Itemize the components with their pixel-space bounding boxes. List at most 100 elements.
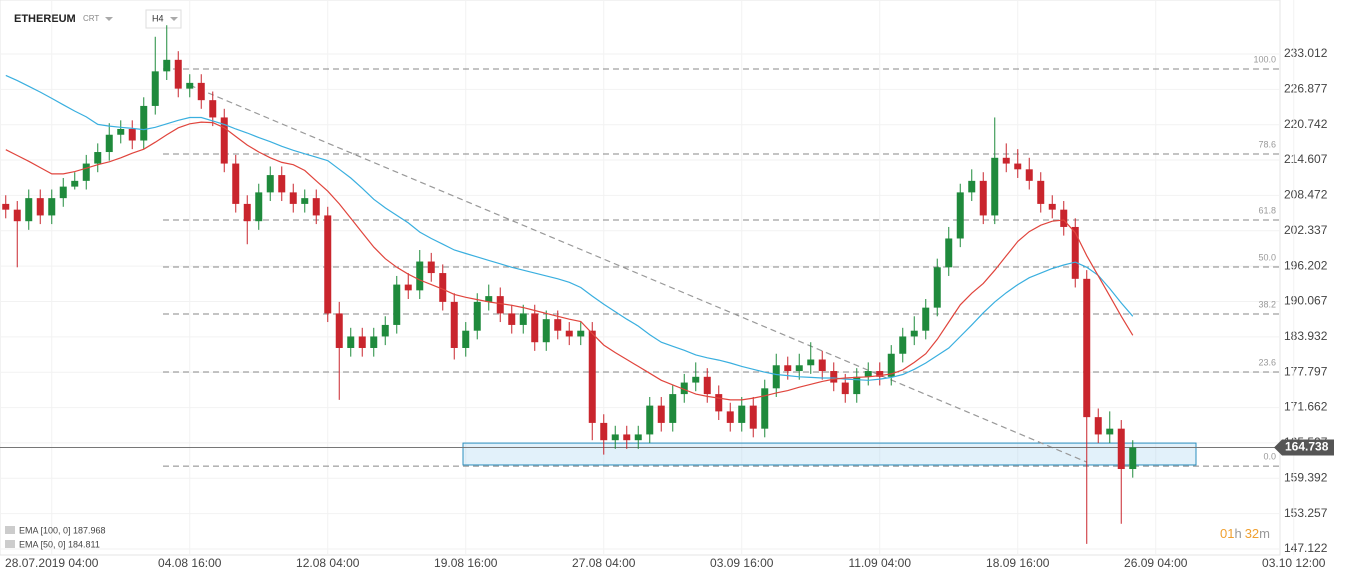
x-tick-label: 19.08 16:00	[434, 556, 498, 570]
y-tick-label: 171.662	[1284, 400, 1328, 414]
candle-body	[864, 371, 872, 377]
candle-body	[853, 376, 861, 395]
y-tick-label: 183.932	[1284, 329, 1328, 343]
x-tick-label: 26.09 04:00	[1124, 556, 1188, 570]
candle-body	[1014, 163, 1022, 170]
candle-body	[876, 371, 884, 377]
candle-body	[25, 198, 33, 222]
candle-body	[508, 313, 516, 325]
candle-body	[473, 301, 481, 331]
candle-body	[565, 330, 573, 337]
candle-body	[841, 382, 849, 395]
support-zone	[462, 442, 1197, 466]
candle-body	[692, 376, 700, 383]
candle-body	[577, 330, 585, 337]
candle-body	[404, 284, 412, 291]
candle-body	[255, 192, 263, 222]
plot-area	[0, 0, 1281, 556]
candle-body	[795, 365, 803, 372]
candle-body	[243, 203, 251, 222]
interval[interactable]: H4	[152, 13, 164, 23]
x-tick-label: 04.08 16:00	[158, 556, 222, 570]
candle-body	[818, 359, 826, 372]
x-tick-label: 27.08 04:00	[572, 556, 636, 570]
candle-body	[1002, 157, 1010, 164]
candle-body	[174, 59, 182, 89]
legend-icon[interactable]	[5, 540, 15, 548]
x-tick-label: 11.09 04:00	[848, 556, 911, 570]
candle-body	[48, 198, 56, 216]
symbol-sub[interactable]: CRT	[83, 14, 99, 23]
candle-body	[588, 330, 596, 423]
interval-box[interactable]	[145, 9, 182, 29]
timer: 01h 32m	[1220, 526, 1270, 541]
candle-body	[347, 336, 355, 348]
candle-body	[910, 330, 918, 337]
y-tick-label: 202.337	[1284, 223, 1328, 237]
candle-body	[646, 405, 654, 435]
candle-body	[462, 330, 470, 348]
y-tick-label: 190.067	[1284, 294, 1328, 308]
candle-body	[117, 128, 125, 135]
candle-body	[301, 198, 309, 204]
symbol: ETHEREUM	[14, 13, 76, 25]
fib-label: 38.2	[1258, 299, 1276, 309]
candle-body	[94, 152, 102, 164]
candle-body	[956, 192, 964, 239]
x-tick-label: 18.09 16:00	[986, 556, 1050, 570]
candle-body	[979, 180, 987, 216]
fib-label: 78.6	[1258, 139, 1276, 149]
legend-entry: EMA [100, 0] 187.968	[19, 525, 106, 535]
timer-unit: h	[1234, 526, 1241, 541]
candle-body	[933, 267, 941, 308]
candle-body	[1094, 417, 1102, 435]
candle-body	[542, 319, 550, 343]
candle-body	[657, 405, 665, 423]
candle-body	[370, 336, 378, 348]
y-tick-label: 208.472	[1284, 188, 1328, 202]
candle-body	[105, 134, 113, 153]
y-tick-label: 196.202	[1284, 258, 1328, 272]
candle-body	[1117, 428, 1125, 470]
y-tick-label: 220.742	[1284, 117, 1328, 131]
candle-body	[13, 209, 21, 222]
ema-line	[5, 121, 1134, 401]
candle-body	[749, 405, 757, 429]
candle-body	[324, 215, 332, 314]
candle-body	[1025, 169, 1033, 181]
candle-body	[416, 261, 424, 291]
candle-body	[427, 261, 435, 274]
y-tick-label: 153.257	[1284, 506, 1328, 520]
candle-body	[830, 371, 838, 383]
candle-body	[531, 313, 539, 343]
candle-body	[439, 273, 447, 302]
candle-body	[82, 163, 90, 181]
plot-layer: 233.012 226.877 220.742 214.607 208.472 202.3…	[0, 0, 1334, 570]
candle-body	[611, 434, 619, 441]
candle-body	[312, 198, 320, 216]
candle-body	[36, 198, 44, 216]
price-tag-box	[1274, 439, 1334, 456]
trendline	[189, 84, 1087, 463]
x-tick-label: 03.10 12:00	[1262, 556, 1326, 570]
fib-label: 100.0	[1253, 54, 1276, 64]
candle-body	[899, 336, 907, 354]
ema-line	[5, 74, 1134, 381]
candle-body	[1129, 447, 1137, 470]
y-tick-label: 226.877	[1284, 82, 1328, 96]
legend-icon[interactable]	[5, 526, 15, 534]
candle-body	[186, 82, 194, 89]
candle-body	[289, 192, 297, 204]
candle-body	[554, 319, 562, 331]
candle-body	[2, 203, 10, 210]
candle-body	[1083, 278, 1091, 418]
candle-body	[784, 365, 792, 372]
candle-body	[703, 376, 711, 395]
candle-body	[393, 284, 401, 325]
price-tag: 164.738	[1274, 439, 1334, 456]
timer-minutes: 32	[1245, 526, 1259, 541]
x-tick-label: 12.08 04:00	[296, 556, 360, 570]
candle-body	[151, 71, 159, 106]
candle-body	[1037, 180, 1045, 204]
